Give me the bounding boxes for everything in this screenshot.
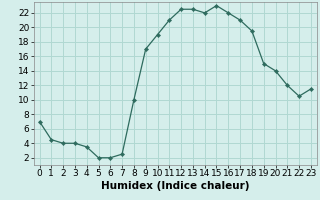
X-axis label: Humidex (Indice chaleur): Humidex (Indice chaleur) [101,181,250,191]
